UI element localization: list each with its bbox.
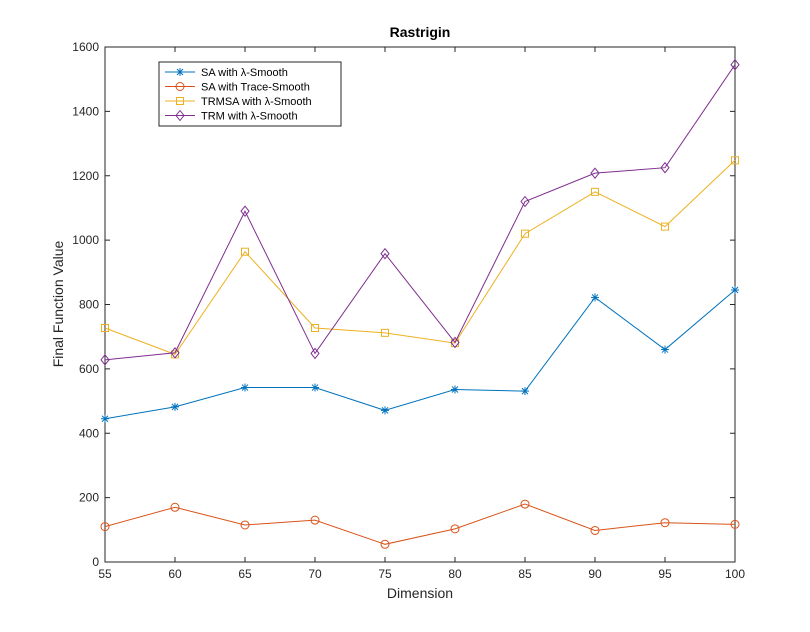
- x-tick-label: 90: [588, 567, 602, 581]
- legend-label: SA with λ-Smooth: [201, 67, 288, 79]
- x-axis-title: Dimension: [387, 585, 453, 601]
- data-point: [100, 354, 110, 366]
- data-point: [170, 346, 180, 359]
- data-point: [660, 161, 670, 174]
- series-line: [104, 64, 736, 361]
- legend-marker: [175, 82, 185, 91]
- series-line: [104, 289, 736, 420]
- x-tick-label: 60: [168, 567, 182, 581]
- series-3: [101, 156, 739, 359]
- y-tick-label: 800: [79, 298, 99, 312]
- x-tick-label: 55: [98, 567, 112, 581]
- x-tick-label: 75: [378, 567, 392, 581]
- chart-title: Rastrigin: [390, 24, 451, 40]
- data-point: [661, 222, 669, 231]
- data-point: [381, 406, 389, 415]
- data-point: [451, 385, 459, 394]
- data-point: [380, 247, 390, 260]
- data-point: [521, 229, 529, 238]
- legend: SA with λ-Smooth SA with Trace-Smooth TRMS…: [158, 61, 342, 127]
- x-tick-label: 100: [725, 567, 745, 581]
- data-point: [310, 347, 320, 360]
- y-tick-label: 200: [79, 491, 99, 505]
- y-axis-title: Final Function Value: [50, 240, 66, 367]
- y-tick-label: 600: [79, 362, 99, 376]
- data-point: [381, 328, 389, 337]
- legend-marker: [176, 97, 184, 105]
- legend-marker: [176, 68, 184, 76]
- y-tick-label: 1200: [72, 169, 99, 183]
- y-tick-label: 0: [92, 555, 99, 569]
- data-point: [730, 519, 740, 529]
- data-point: [171, 402, 179, 411]
- data-point: [311, 383, 319, 392]
- legend-item: SA with Trace-Smooth: [165, 82, 310, 94]
- plot-area: [104, 46, 736, 563]
- x-tick-label: 65: [238, 567, 252, 581]
- legend-item: TRMSA with λ-Smooth: [165, 96, 312, 108]
- data-point: [731, 156, 739, 165]
- data-point: [311, 323, 319, 332]
- series-2: [100, 499, 740, 549]
- data-point: [450, 336, 460, 349]
- data-point: [380, 539, 390, 549]
- data-point: [731, 286, 739, 295]
- data-point: [450, 524, 460, 534]
- series-1: [101, 286, 739, 423]
- data-point: [730, 58, 740, 71]
- data-point: [660, 518, 670, 528]
- y-tick-label: 1600: [72, 40, 99, 54]
- x-tick-label: 70: [308, 567, 322, 581]
- data-point: [520, 499, 530, 509]
- data-point: [241, 247, 249, 256]
- legend-label: TRM with λ-Smooth: [201, 111, 298, 123]
- data-point: [661, 345, 669, 354]
- data-point: [241, 383, 249, 392]
- data-point: [100, 522, 110, 532]
- y-tick-label: 400: [79, 426, 99, 440]
- data-point: [310, 515, 320, 525]
- data-point: [170, 502, 180, 512]
- legend-item: TRM with λ-Smooth: [165, 109, 298, 123]
- data-point: [591, 293, 599, 302]
- series-line: [104, 159, 736, 355]
- series-line: [104, 503, 736, 545]
- x-tick-label: 95: [658, 567, 672, 581]
- data-point: [101, 323, 109, 332]
- legend-label: TRMSA with λ-Smooth: [201, 96, 312, 108]
- data-point: [521, 387, 529, 396]
- series-4: [100, 58, 740, 366]
- data-point: [591, 187, 599, 196]
- legend-label: SA with Trace-Smooth: [201, 82, 310, 94]
- data-point: [240, 205, 250, 217]
- data-point: [520, 195, 530, 208]
- legend-item: SA with λ-Smooth: [165, 67, 288, 79]
- x-tick-label: 85: [518, 567, 532, 581]
- legend-marker: [175, 109, 185, 122]
- y-tick-label: 1000: [72, 233, 99, 247]
- data-point: [240, 520, 250, 530]
- data-point: [590, 167, 600, 179]
- y-tick-label: 1400: [72, 104, 99, 118]
- data-point: [590, 525, 600, 535]
- data-point: [101, 414, 109, 423]
- x-tick-label: 80: [448, 567, 462, 581]
